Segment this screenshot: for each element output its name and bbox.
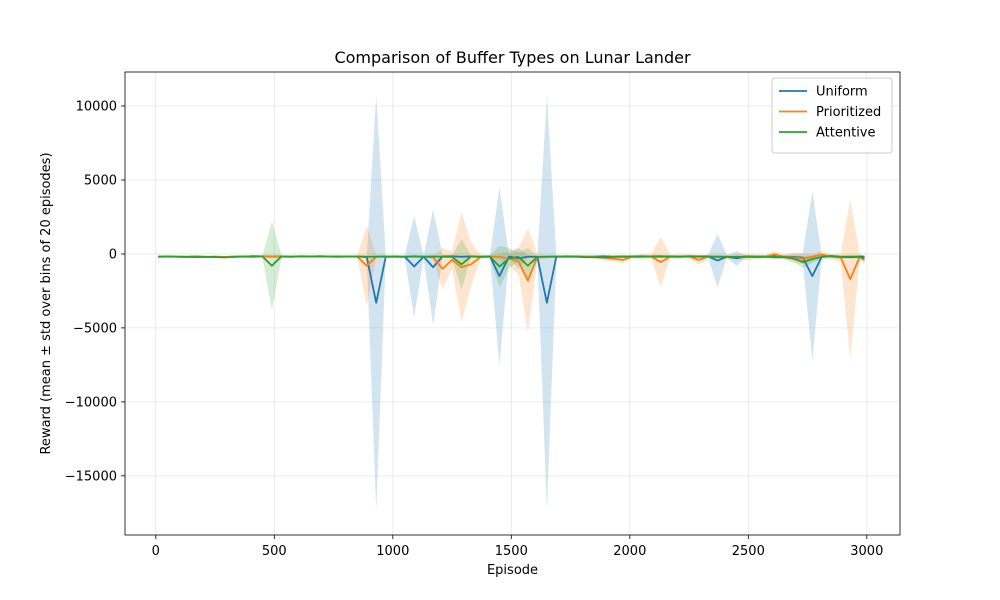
- x-tick-label: 2000: [613, 544, 646, 559]
- legend-box: [771, 77, 893, 154]
- y-tick-label: 5000: [84, 173, 117, 188]
- x-tick-label: 0: [152, 544, 160, 559]
- chart-title: Comparison of Buffer Types on Lunar Land…: [334, 48, 690, 67]
- x-axis-label: Episode: [487, 563, 538, 578]
- series-lines: [158, 253, 865, 304]
- y-tick-label: 10000: [76, 100, 117, 115]
- std-bands: [158, 95, 865, 510]
- legend-label-prioritized: Prioritized: [816, 105, 881, 120]
- y-axis-label: Reward (mean ± std over bins of 20 episo…: [39, 152, 54, 454]
- x-tick-label: 1500: [495, 544, 528, 559]
- x-tick-label: 1000: [376, 544, 409, 559]
- y-tick-label: −15000: [65, 469, 117, 484]
- x-tick-label: 500: [262, 544, 287, 559]
- y-tick-label: −5000: [73, 321, 117, 336]
- legend-label-uniform: Uniform: [816, 85, 868, 100]
- x-axis: 0 500 1000 1500 2000 2500 3000: [152, 535, 883, 559]
- x-tick-label: 3000: [850, 544, 883, 559]
- plot-frame: [124, 71, 901, 536]
- x-tick-label: 2500: [732, 544, 765, 559]
- attentive-std-band: [158, 221, 865, 311]
- y-axis: −15000 −10000 −5000 0 5000 10000: [65, 100, 125, 484]
- y-tick-label: 0: [109, 247, 117, 262]
- y-tick-label: −10000: [65, 395, 117, 410]
- grid: [125, 72, 900, 535]
- legend-label-attentive: Attentive: [816, 126, 876, 141]
- attentive-mean-line: [158, 255, 865, 268]
- legend: Uniform Prioritized Attentive: [771, 77, 893, 154]
